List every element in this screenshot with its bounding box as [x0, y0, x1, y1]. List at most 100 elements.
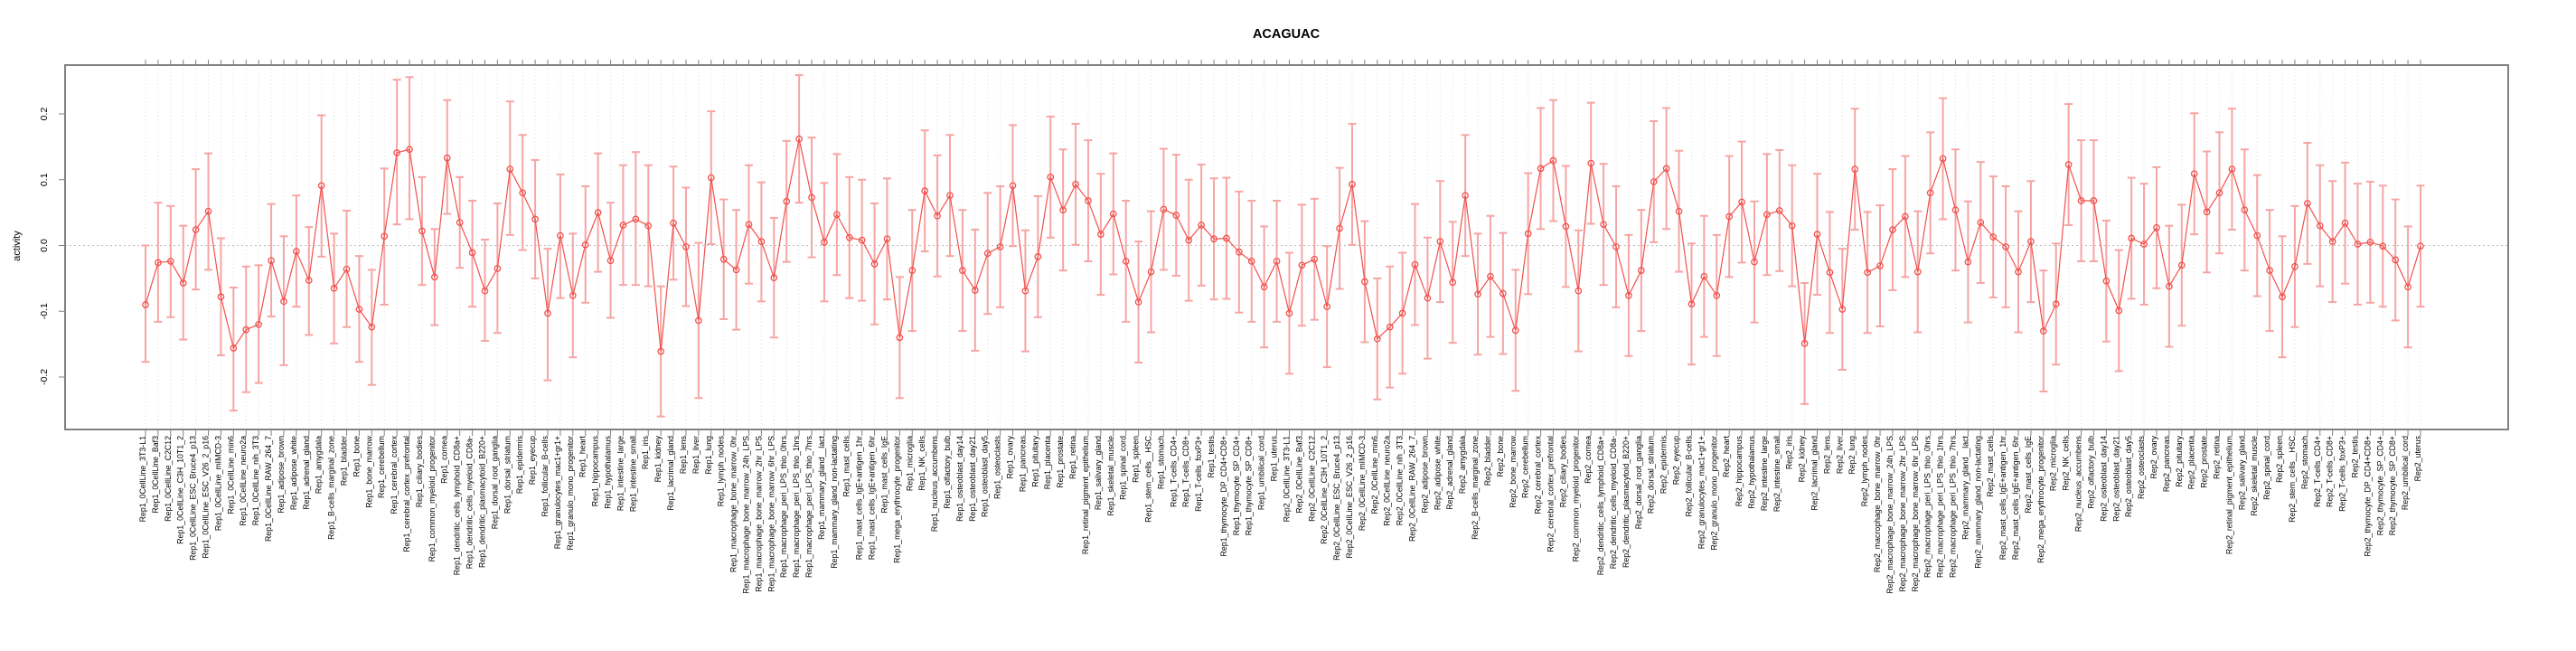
data-point — [2354, 241, 2362, 248]
data-point — [644, 222, 653, 230]
x-category-label: Rep1_0CellLine_C2C12 — [164, 436, 173, 522]
data-point — [544, 309, 551, 317]
x-category-label: Rep2_granulocytes_mac1+gr1+ — [1697, 436, 1706, 549]
x-category-label: Rep2_mast_cells_IgE — [2024, 436, 2033, 514]
x-category-label: Rep1_microglia — [905, 436, 914, 491]
x-category-label: Rep1_nucleus_accumbens — [930, 435, 939, 532]
y-tick-label: -0.1 — [39, 303, 50, 319]
data-point — [468, 249, 476, 257]
x-category-label: Rep1_T-cells_CD4+ — [1169, 436, 1178, 507]
x-category-label: Rep1_T-cells_CD8+ — [1181, 436, 1190, 507]
data-point — [317, 182, 325, 190]
data-point — [707, 174, 715, 182]
data-point — [2228, 165, 2236, 173]
data-point — [883, 235, 891, 243]
x-category-label: Rep1_macrophage_peri_LPS_thio_0hrs — [779, 435, 788, 578]
data-point — [481, 287, 489, 295]
plot-box — [64, 64, 2509, 430]
x-category-label: Rep2_eyecup — [1672, 436, 1681, 485]
x-category-label: Rep2_granulo_mono_progenitor — [1709, 436, 1718, 551]
x-category-label: Rep1_hypothalamus — [604, 435, 613, 508]
x-category-label: Rep1_lens — [679, 435, 688, 474]
data-point — [1775, 207, 1783, 214]
x-category-label: Rep2_thymocyte_SP_CD4+ — [2375, 436, 2384, 535]
data-point — [1700, 272, 1708, 280]
x-category-label: Rep1_0CellLine_3T3-L1 — [138, 436, 147, 522]
data-point — [1851, 165, 1859, 173]
data-point — [1097, 231, 1105, 238]
data-point — [2052, 300, 2060, 308]
data-point — [619, 222, 627, 229]
data-point — [1650, 178, 1658, 185]
x-category-label: Rep1_cerebral_cortex_prefrontal — [402, 436, 411, 552]
data-point — [2102, 277, 2111, 285]
x-category-label: Rep2_mast_cells_IgE+antigen_1hr — [1998, 436, 2007, 560]
data-point — [1298, 261, 1306, 269]
data-point — [494, 265, 502, 272]
x-category-label: Rep1_mast_cells — [842, 435, 851, 496]
data-point — [1122, 258, 1130, 265]
data-point — [1424, 294, 1432, 302]
data-point — [2366, 239, 2374, 246]
x-category-label: Rep1_retina — [1068, 436, 1077, 479]
data-point — [230, 344, 238, 352]
data-point — [732, 266, 740, 274]
x-category-label: Rep2_liver — [1835, 436, 1844, 474]
data-point — [418, 227, 426, 235]
data-point — [255, 320, 263, 328]
data-point — [1185, 236, 1193, 244]
data-point — [695, 316, 702, 325]
x-category-label: Rep2_osteoblast_day5 — [2124, 436, 2133, 517]
data-point — [657, 347, 664, 355]
x-category-label: Rep1_osteoblast_day14 — [955, 436, 964, 522]
data-point — [1876, 262, 1884, 269]
x-category-label: Rep2_adipose_white — [1433, 436, 1442, 510]
x-category-label: Rep2_osteoblast_day14 — [2099, 436, 2108, 522]
data-point — [1688, 300, 1696, 308]
x-category-label: Rep2_dorsal_root_ganglia — [1634, 436, 1643, 529]
x-category-label: Rep1_0CellLine_neuro2a — [239, 436, 248, 526]
data-point — [959, 267, 966, 274]
data-point — [1511, 326, 1519, 335]
y-tick-label: 0.1 — [39, 173, 50, 186]
data-point — [1411, 260, 1419, 269]
data-point — [770, 274, 778, 281]
data-point — [896, 334, 904, 342]
x-category-label: Rep2_macrophage_bone_marrow_2hr_LPS — [1898, 436, 1907, 592]
data-point — [2392, 256, 2400, 264]
data-point — [670, 219, 677, 227]
x-category-label: Rep2_dendritic_cells_lymphoid_CD8a+ — [1596, 436, 1605, 575]
data-point — [1134, 298, 1142, 306]
x-category-label: Rep1_bone_marrow — [364, 435, 373, 507]
data-point — [1524, 230, 1532, 238]
x-category-label: Rep1_pituitary — [1030, 435, 1039, 486]
x-category-label: Rep1_umbilical_cord — [1257, 436, 1266, 510]
data-point — [2039, 327, 2047, 335]
x-category-label: Rep2_hippocampus — [1735, 435, 1744, 506]
x-category-label: Rep2_NK_cells — [2062, 435, 2071, 490]
data-point — [845, 233, 853, 241]
data-point — [2128, 234, 2136, 242]
x-category-label: Rep2_spinal_cord — [2262, 436, 2271, 500]
data-point — [1713, 291, 1721, 299]
data-point — [908, 267, 917, 274]
data-point — [946, 192, 954, 200]
x-category-label: Rep1_prostate — [1056, 436, 1065, 488]
x-category-label: Rep2_placenta — [2187, 436, 2196, 489]
x-category-label: Rep2_dendritic_cells_myeloid_CD8a- — [1609, 436, 1618, 569]
x-category-label: Rep2_amygdala — [1458, 436, 1467, 494]
x-category-label: Rep1_adipose_white — [289, 436, 298, 510]
data-point — [594, 209, 602, 216]
data-point — [795, 135, 803, 143]
y-tick-label: -0.2 — [39, 369, 50, 385]
data-point — [983, 250, 992, 258]
data-point — [1637, 267, 1645, 274]
data-point — [1210, 235, 1217, 243]
x-category-label: Rep1_thymocyte_DP_CD4+CD8+ — [1219, 436, 1228, 557]
data-point — [1109, 210, 1117, 218]
data-point — [1247, 258, 1255, 265]
x-category-label: Rep1_mammary_gland_non-lactating — [830, 436, 839, 569]
data-point — [1788, 222, 1796, 230]
data-point — [2166, 282, 2173, 290]
